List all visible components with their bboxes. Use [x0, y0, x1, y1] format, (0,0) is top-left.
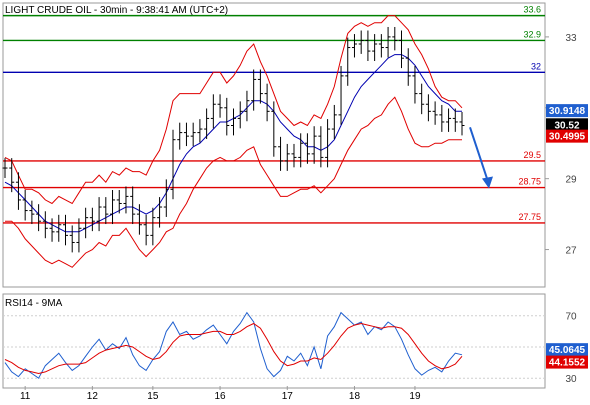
level-label-5: 27.75: [518, 212, 541, 222]
rsi-pane: [2, 293, 546, 389]
x-axis-label-1: 12: [87, 391, 99, 400]
series-rsi: [4, 311, 463, 379]
price-tag-box-2: [546, 129, 588, 143]
x-axis-label-6: 19: [409, 391, 421, 400]
x-axis-label-5: 18: [349, 391, 361, 400]
rsi-tag-label-0: 45.0645: [549, 345, 586, 356]
price-tag-box-0: [546, 104, 588, 118]
rsi-chart-title: RSI14 - 9MA: [5, 298, 63, 309]
price-axis-label-2: 29: [565, 175, 577, 186]
series-bollinger-lower: [5, 96, 462, 268]
level-label-0: 33.6: [523, 5, 541, 15]
x-axis-label-2: 15: [147, 391, 159, 400]
level-label-4: 28.75: [518, 177, 541, 187]
price-tag-label-2: 30.4995: [549, 132, 586, 143]
forecast-arrow-head: [482, 176, 493, 189]
x-axis-label-0: 11: [20, 391, 31, 400]
rsi-tag-box-0: [546, 343, 588, 357]
rsi-tag-box-1: [546, 355, 588, 369]
price-axis-label-3: 27: [565, 246, 577, 257]
price-tag-box-1: [546, 118, 588, 132]
forecast-arrow-shaft: [469, 126, 489, 182]
series-rsi-ma: [4, 322, 463, 375]
x-axis-label-4: 17: [282, 391, 294, 400]
price-tag-label-1: 30.52: [554, 120, 579, 131]
price-tag-label-0: 30.9148: [549, 106, 586, 117]
price-chart-title: LIGHT CRUDE OIL - 30min - 9:38:41 AM (UT…: [5, 5, 228, 16]
level-label-1: 32.9: [523, 29, 541, 39]
price-axis-label-0: 33: [565, 33, 577, 44]
series-bollinger-upper: [4, 15, 463, 205]
level-label-3: 29.5: [523, 150, 541, 160]
level-label-2: 32: [531, 61, 541, 71]
rsi-tag-label-1: 44.1552: [549, 358, 586, 369]
x-axis-label-3: 16: [214, 391, 226, 400]
rsi-axis-label-2: 30: [565, 374, 577, 385]
rsi-axis-label-0: 70: [565, 312, 577, 323]
